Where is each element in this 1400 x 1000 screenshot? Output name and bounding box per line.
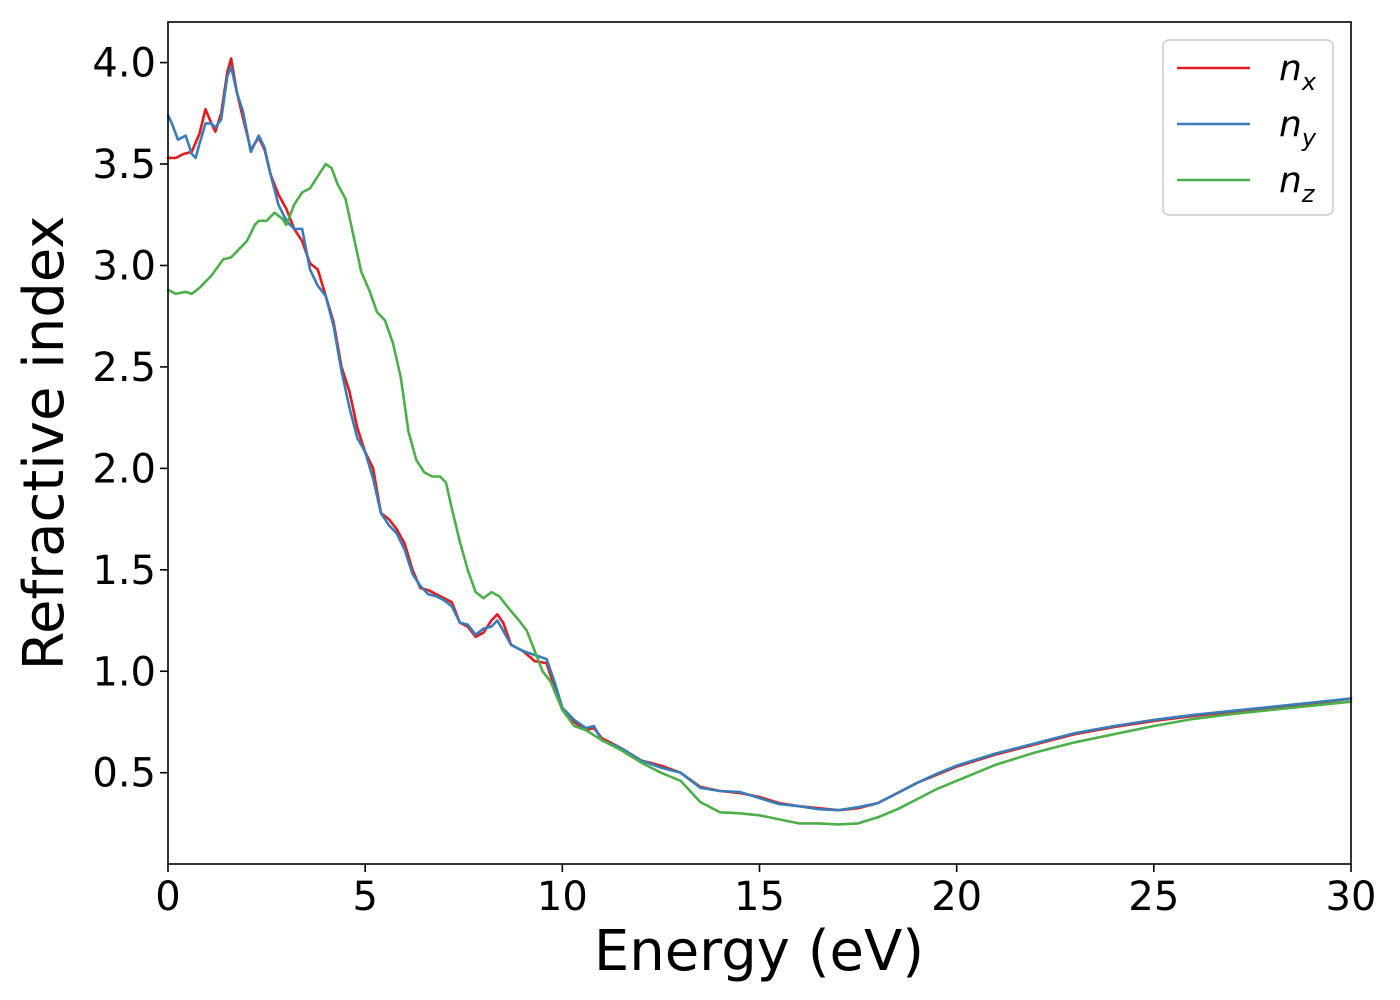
x-tick-label: 0 xyxy=(155,874,180,920)
legend-label-main: n xyxy=(1279,104,1302,145)
y-tick-label: 1.0 xyxy=(92,649,156,695)
y-tick-label: 3.5 xyxy=(92,142,156,188)
x-tick-label: 15 xyxy=(734,874,785,920)
y-tick-label: 1.5 xyxy=(92,548,156,594)
x-axis-label: Energy (eV) xyxy=(594,919,924,984)
series-line-z xyxy=(166,162,1353,826)
legend-box xyxy=(1162,39,1334,216)
series-line-y xyxy=(166,65,1353,812)
legend-label-subscript: z xyxy=(1301,180,1316,208)
legend-label-z: nz xyxy=(1279,160,1316,208)
y-axis: 0.5 1.0 1.5 2.0 2.5 3.0 3.5 4.0 xyxy=(92,41,168,797)
y-tick-label: 4.0 xyxy=(92,41,156,87)
x-tick-label: 5 xyxy=(352,874,377,920)
x-tick-label: 25 xyxy=(1128,874,1179,920)
legend-label-main: n xyxy=(1279,48,1302,89)
legend-label-subscript: x xyxy=(1301,68,1317,96)
x-axis: 0 5 10 15 20 25 30 xyxy=(155,864,1376,920)
series-lines xyxy=(166,57,1353,826)
x-tick-label: 10 xyxy=(537,874,588,920)
legend-label-x: nx xyxy=(1279,48,1317,96)
legend-label-y: ny xyxy=(1279,104,1317,152)
y-axis-label: Refractive index xyxy=(12,216,77,671)
x-tick-label: 20 xyxy=(931,874,982,920)
y-tick-label: 2.0 xyxy=(92,446,156,492)
x-tick-label: 30 xyxy=(1326,874,1377,920)
y-tick-label: 2.5 xyxy=(92,345,156,391)
legend-label-main: n xyxy=(1279,160,1302,201)
y-tick-label: 3.0 xyxy=(92,243,156,289)
y-tick-label: 0.5 xyxy=(92,751,156,797)
legend-label-subscript: y xyxy=(1301,124,1317,152)
